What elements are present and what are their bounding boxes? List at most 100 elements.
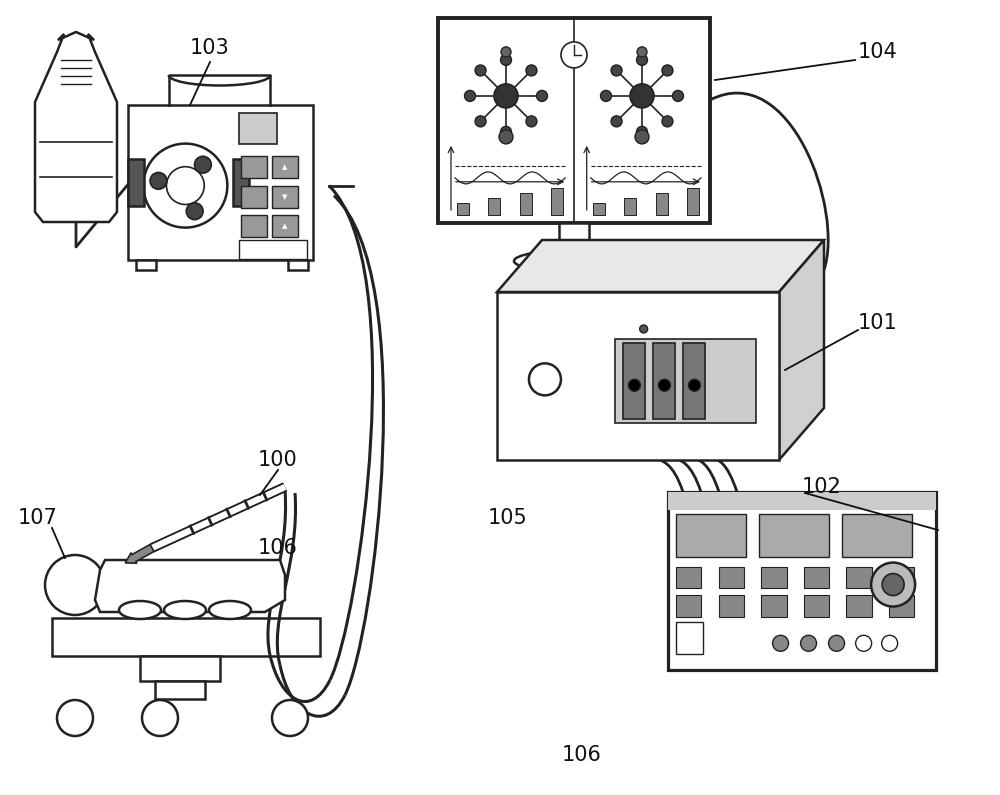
- Text: 100: 100: [258, 450, 298, 470]
- Polygon shape: [497, 240, 824, 292]
- Bar: [804, 595, 829, 617]
- Bar: [842, 514, 912, 556]
- Ellipse shape: [514, 250, 634, 272]
- Circle shape: [186, 203, 203, 219]
- Circle shape: [856, 635, 872, 651]
- Text: 103: 103: [190, 38, 230, 58]
- Circle shape: [882, 635, 898, 651]
- Bar: [668, 492, 936, 670]
- Bar: [520, 193, 532, 215]
- Text: 107: 107: [18, 508, 58, 528]
- Bar: [241, 186, 267, 207]
- Bar: [272, 186, 298, 207]
- Circle shape: [611, 116, 622, 127]
- Bar: [233, 159, 249, 206]
- Bar: [623, 343, 645, 419]
- Circle shape: [688, 379, 700, 391]
- Text: 106: 106: [258, 538, 298, 558]
- Circle shape: [630, 84, 654, 108]
- Bar: [488, 198, 500, 215]
- Bar: [687, 188, 699, 215]
- Circle shape: [501, 126, 512, 138]
- Bar: [889, 567, 914, 588]
- Circle shape: [662, 116, 673, 127]
- Bar: [239, 113, 277, 144]
- Ellipse shape: [209, 601, 251, 619]
- Circle shape: [882, 573, 904, 595]
- Text: ▲: ▲: [282, 223, 287, 229]
- Bar: [272, 215, 298, 237]
- Circle shape: [166, 167, 204, 204]
- Bar: [759, 514, 829, 556]
- Circle shape: [658, 379, 670, 391]
- Bar: [272, 157, 298, 178]
- Bar: [676, 514, 746, 556]
- Bar: [239, 240, 307, 258]
- Circle shape: [501, 47, 511, 57]
- Bar: [804, 567, 829, 588]
- Circle shape: [272, 700, 308, 736]
- Circle shape: [672, 91, 684, 102]
- Bar: [719, 567, 744, 588]
- Circle shape: [829, 635, 845, 651]
- Circle shape: [526, 116, 537, 127]
- Circle shape: [637, 47, 647, 57]
- Circle shape: [143, 144, 227, 227]
- PathPatch shape: [35, 32, 117, 222]
- Bar: [438, 18, 710, 223]
- Bar: [624, 198, 636, 215]
- Bar: [676, 622, 703, 654]
- Circle shape: [465, 91, 476, 102]
- Bar: [559, 223, 589, 258]
- Circle shape: [871, 563, 915, 607]
- Text: ▲: ▲: [282, 165, 287, 170]
- Circle shape: [628, 379, 640, 391]
- Text: 106: 106: [562, 745, 602, 765]
- Circle shape: [773, 635, 789, 651]
- Circle shape: [150, 173, 167, 189]
- Circle shape: [801, 635, 817, 651]
- Circle shape: [662, 65, 673, 76]
- Bar: [128, 159, 144, 206]
- Bar: [889, 595, 914, 617]
- Bar: [241, 157, 267, 178]
- Bar: [140, 656, 220, 681]
- Circle shape: [637, 54, 648, 65]
- Circle shape: [561, 42, 587, 68]
- Circle shape: [57, 700, 93, 736]
- Bar: [52, 618, 320, 656]
- Circle shape: [142, 700, 178, 736]
- Circle shape: [635, 130, 649, 144]
- Bar: [128, 105, 313, 260]
- Bar: [241, 215, 267, 237]
- FancyArrow shape: [125, 545, 154, 563]
- Bar: [683, 343, 705, 419]
- Bar: [846, 567, 872, 588]
- Text: 105: 105: [488, 508, 528, 528]
- Bar: [656, 193, 668, 215]
- Bar: [653, 343, 675, 419]
- Text: 101: 101: [858, 313, 898, 333]
- Circle shape: [529, 363, 561, 395]
- Bar: [615, 339, 756, 423]
- Circle shape: [475, 116, 486, 127]
- Bar: [551, 188, 563, 215]
- Bar: [288, 260, 308, 270]
- Text: 102: 102: [802, 477, 842, 497]
- Bar: [668, 492, 936, 510]
- Circle shape: [600, 91, 612, 102]
- Bar: [136, 260, 156, 270]
- Circle shape: [526, 65, 537, 76]
- Circle shape: [494, 84, 518, 108]
- Circle shape: [194, 157, 211, 173]
- Bar: [593, 203, 605, 215]
- Circle shape: [501, 54, 512, 65]
- Bar: [155, 681, 205, 699]
- Bar: [676, 595, 701, 617]
- Bar: [676, 567, 701, 588]
- Circle shape: [475, 65, 486, 76]
- Text: ▼: ▼: [282, 194, 287, 200]
- Bar: [761, 595, 787, 617]
- Circle shape: [637, 126, 648, 138]
- Text: 104: 104: [858, 42, 898, 62]
